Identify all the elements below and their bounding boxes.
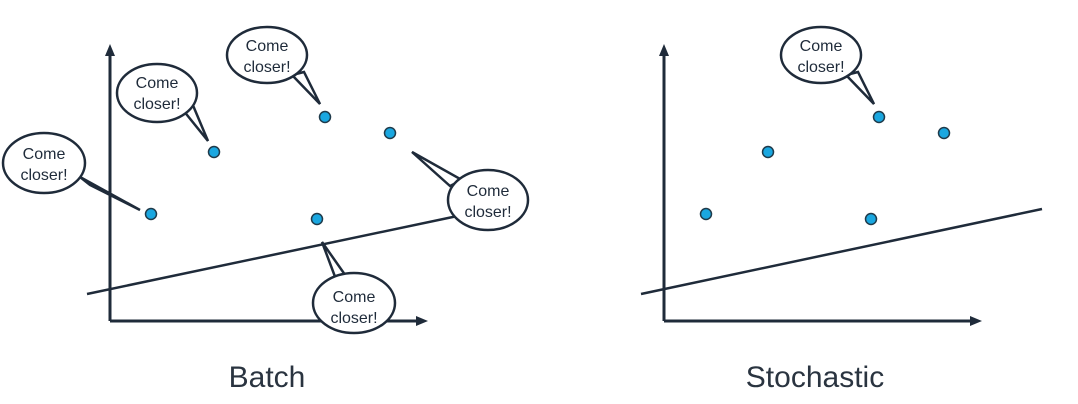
batch-data-point [144, 207, 158, 221]
bubble-line-1: Come [136, 75, 179, 92]
batch-speech-bubble-2: Come closer! [115, 62, 199, 124]
stochastic-data-point [699, 207, 713, 221]
bubble-line-2: closer! [797, 59, 844, 76]
batch-bubble-tail-3 [289, 70, 322, 105]
stochastic-caption: Stochastic [746, 361, 884, 394]
batch-data-point [318, 110, 332, 124]
bubble-line-1: Come [467, 183, 510, 200]
batch-speech-bubble-3: Come closer! [225, 25, 309, 85]
batch-caption: Batch [229, 361, 306, 394]
bubble-line-1: Come [246, 38, 289, 55]
batch-data-point [207, 145, 221, 159]
stochastic-fit-line [640, 207, 1043, 296]
stochastic-data-point [761, 145, 775, 159]
bubble-line-2: closer! [133, 96, 180, 113]
stochastic-panel: Come closer! Stochastic [640, 25, 1043, 394]
bubble-line-1: Come [23, 146, 66, 163]
batch-data-point [310, 212, 324, 226]
stochastic-data-point [864, 212, 878, 226]
bubble-line-1: Come [800, 38, 843, 55]
batch-bubble-tail-1 [79, 175, 141, 212]
bubble-line-2: closer! [20, 167, 67, 184]
bubble-line-2: closer! [330, 310, 377, 327]
batch-speech-bubble-4: Come closer! [446, 168, 530, 232]
stochastic-data-point [872, 110, 886, 124]
bubble-line-1: Come [333, 289, 376, 306]
batch-speech-bubble-1: Come closer! [1, 131, 87, 195]
stochastic-bubble-tail [843, 70, 876, 105]
batch-data-point [383, 126, 397, 140]
batch-panel: Come closer! Come closer! Come closer! C… [1, 25, 530, 394]
batch-fit-line [86, 212, 468, 296]
stochastic-speech-bubble: Come closer! [779, 25, 863, 85]
batch-speech-bubble-5: Come closer! [311, 271, 397, 335]
stochastic-data-point [937, 126, 951, 140]
batch-bubble-tail-4 [411, 150, 465, 188]
bubble-line-2: closer! [243, 59, 290, 76]
bubble-line-2: closer! [464, 204, 511, 221]
